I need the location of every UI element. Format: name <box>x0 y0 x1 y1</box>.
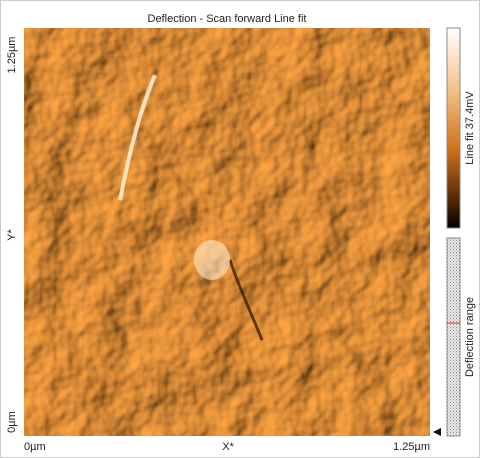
afm-image <box>24 28 430 436</box>
title: Deflection - Scan forward Line fit <box>148 13 307 25</box>
grain <box>194 240 230 280</box>
range-pointer[interactable] <box>433 428 441 436</box>
ridge <box>118 74 157 201</box>
colorbar-label: Line fit 37.4mV <box>464 91 476 165</box>
y-label: Y* <box>6 228 18 240</box>
y-top: 1.25µm <box>6 37 18 74</box>
groove <box>228 259 264 341</box>
x-label: X* <box>222 441 234 453</box>
y-bottom: 0µm <box>6 411 18 433</box>
colorbar <box>446 27 461 229</box>
x-right: 1.25µm <box>393 441 430 453</box>
range-label: Deflection range <box>464 297 476 377</box>
x-left: 0µm <box>24 441 46 453</box>
range-bar[interactable] <box>446 237 461 437</box>
